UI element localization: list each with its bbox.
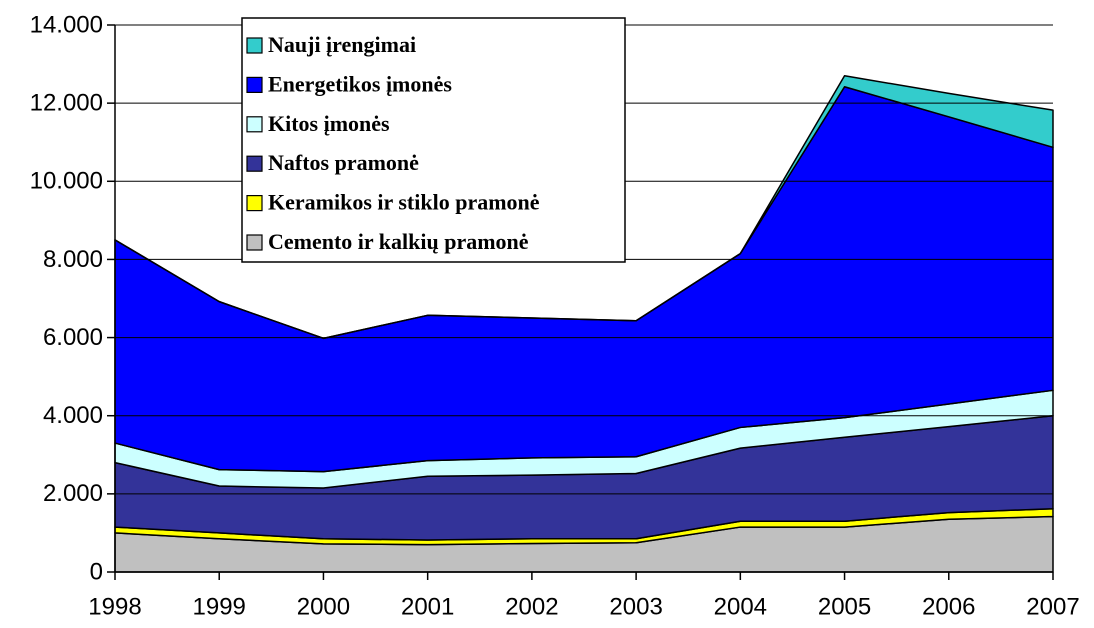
y-tick-label: 12.000 [30, 89, 103, 116]
legend-swatch [246, 234, 263, 251]
x-tick-label: 1999 [193, 593, 246, 620]
y-tick-label: 0 [90, 558, 103, 585]
y-tick-label: 14.000 [30, 11, 103, 38]
legend-swatch [246, 195, 263, 212]
y-tick-label: 10.000 [30, 168, 103, 195]
y-tick-label: 4.000 [43, 402, 103, 429]
y-tick-label: 2.000 [43, 480, 103, 507]
legend-swatch [246, 155, 263, 172]
x-tick-label: 2007 [1026, 593, 1079, 620]
y-tick-label: 8.000 [43, 246, 103, 273]
legend-swatch [246, 116, 263, 133]
x-tick-label: 2003 [609, 593, 662, 620]
x-tick-label: 2006 [922, 593, 975, 620]
y-tick-label: 6.000 [43, 324, 103, 351]
area [114, 75, 1054, 340]
x-tick-label: 2001 [401, 593, 454, 620]
legend-swatch [246, 76, 263, 94]
legend [241, 17, 626, 263]
x-tick-label: 2002 [505, 593, 558, 620]
legend-label: Nauji įrengimai [268, 32, 416, 57]
legend-label: Cemento ir kalkių pramonė [268, 229, 529, 254]
legend-label: Kitos įmonės [268, 111, 390, 136]
x-tick-label: 1998 [88, 593, 141, 620]
x-tick-label: 2004 [714, 593, 767, 620]
legend-label: Energetikos įmonės [268, 71, 452, 96]
legend-label: Keramikos ir stiklo pramonė [268, 190, 540, 215]
x-tick-label: 2000 [297, 593, 350, 620]
legend-label: Naftos pramonė [268, 150, 419, 175]
x-tick-label: 2005 [818, 593, 871, 620]
legend-swatch [246, 37, 263, 54]
